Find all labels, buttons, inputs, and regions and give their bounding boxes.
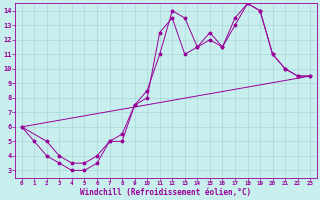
X-axis label: Windchill (Refroidissement éolien,°C): Windchill (Refroidissement éolien,°C) [80, 188, 252, 197]
